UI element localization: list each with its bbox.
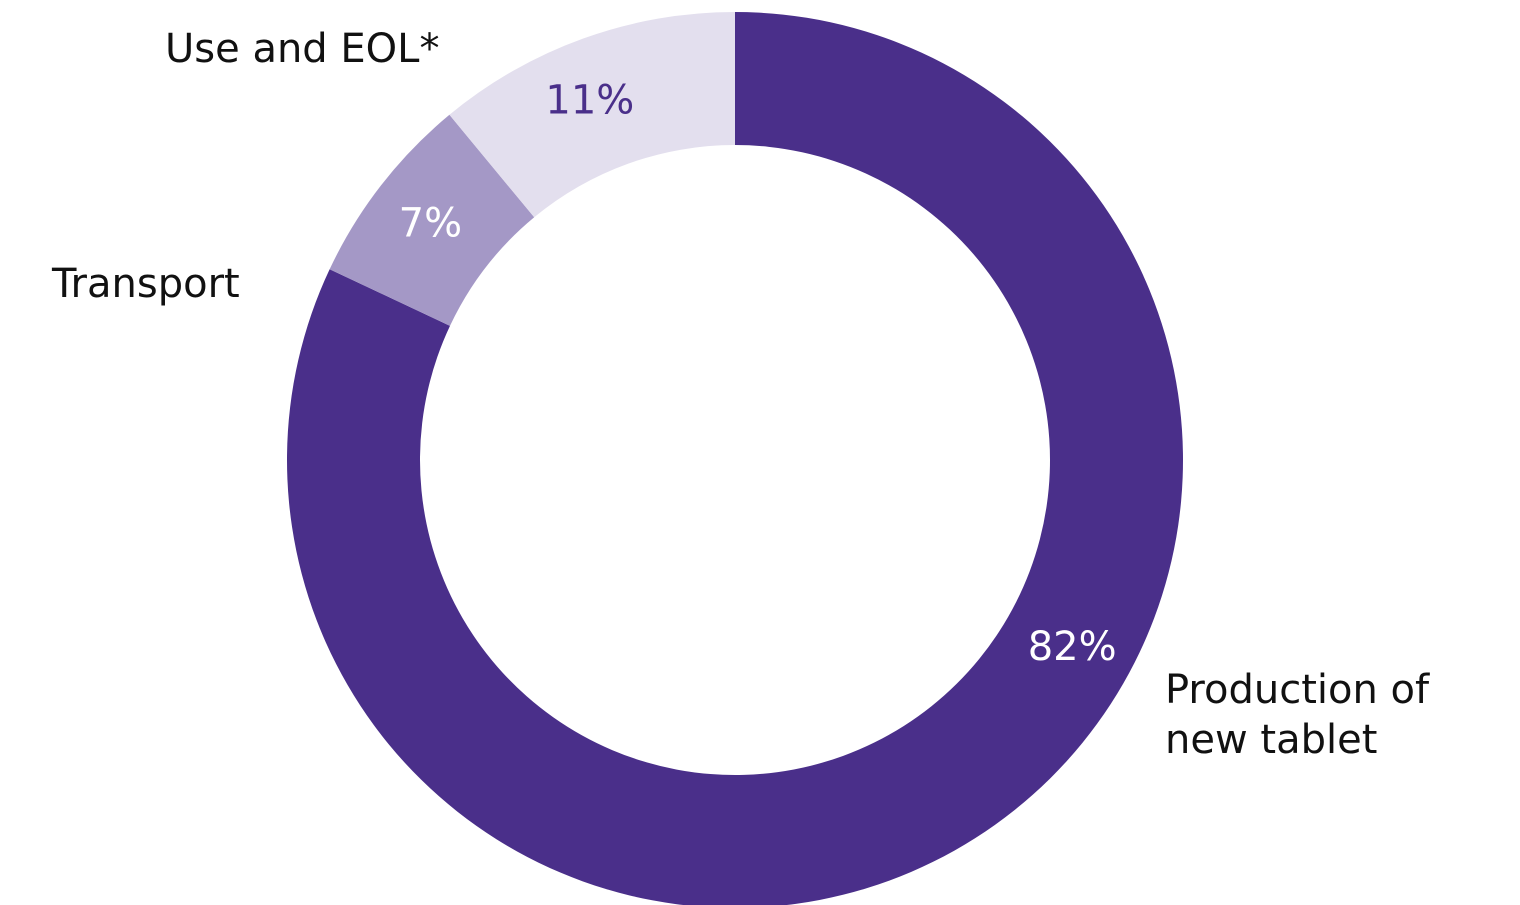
value-label-production-of-new-tablet: 82% bbox=[1028, 624, 1117, 670]
value-label-transport: 7% bbox=[399, 201, 462, 247]
category-label-transport: Transport bbox=[51, 261, 240, 307]
value-label-use-and-eol: 11% bbox=[545, 78, 634, 124]
category-label-use-and-eol: Use and EOL* bbox=[165, 26, 439, 72]
category-label-production-of-new-tablet: Production of new tablet bbox=[1165, 667, 1430, 763]
